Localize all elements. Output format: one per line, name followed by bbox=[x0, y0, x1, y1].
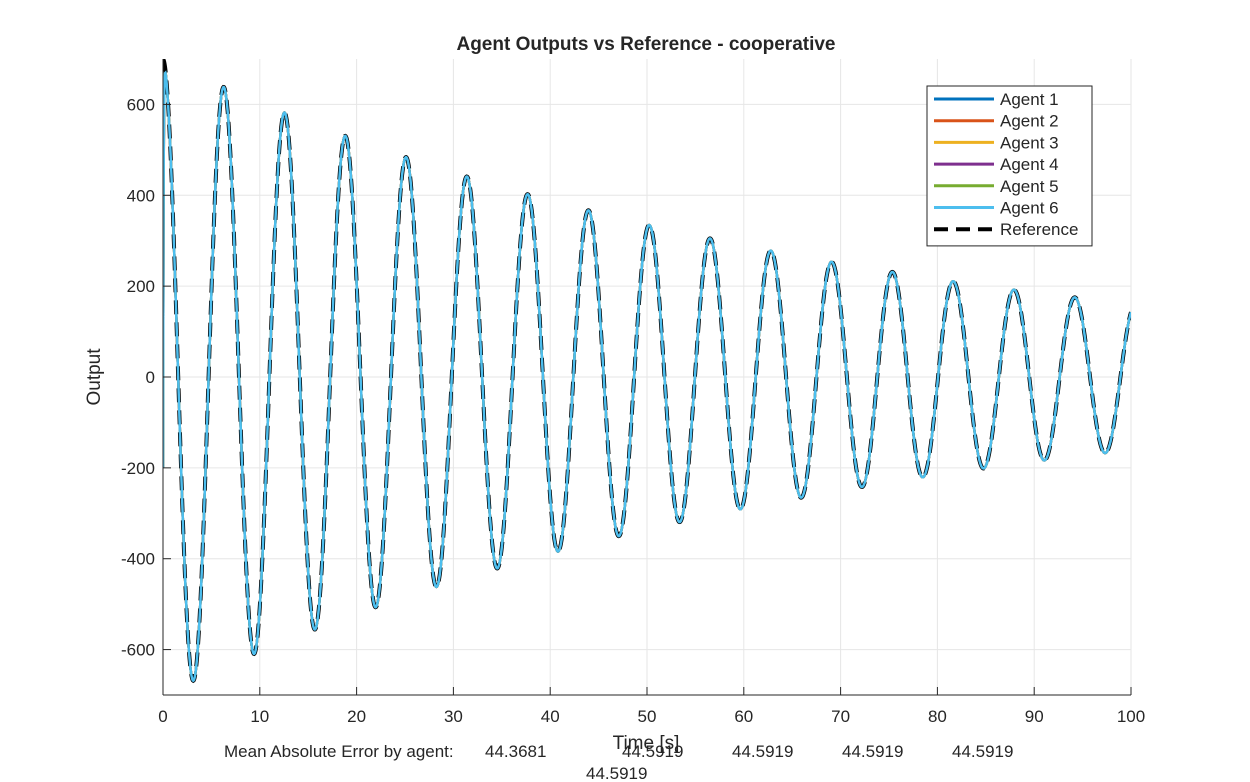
legend-label: Agent 2 bbox=[1000, 112, 1059, 131]
mae-prefix: Mean Absolute Error by agent: bbox=[224, 742, 454, 761]
legend-label: Agent 5 bbox=[1000, 177, 1059, 196]
series-agent-6 bbox=[163, 70, 1131, 683]
series-layer bbox=[163, 59, 1131, 684]
legend-label: Agent 4 bbox=[1000, 155, 1059, 174]
mae-value-agent-1: 44.3681 bbox=[485, 742, 546, 761]
mae-annotation: Mean Absolute Error by agent: 44.3681 44… bbox=[224, 742, 1013, 782]
x-tick-label: 60 bbox=[734, 707, 753, 726]
y-tick-label: -600 bbox=[121, 641, 155, 660]
legend-box bbox=[926, 85, 1093, 247]
x-tick-label: 0 bbox=[158, 707, 167, 726]
legend-label: Reference bbox=[1000, 220, 1078, 239]
x-tick-label: 100 bbox=[1117, 707, 1145, 726]
y-tick-label: -200 bbox=[121, 459, 155, 478]
legend-label: Agent 3 bbox=[1000, 133, 1059, 152]
y-tick-label: 200 bbox=[127, 277, 155, 296]
mae-value-agent-4: 44.5919 bbox=[842, 742, 903, 761]
y-tick-label: 400 bbox=[127, 186, 155, 205]
axes bbox=[162, 59, 1132, 696]
mae-value-agent-2: 44.5919 bbox=[622, 742, 683, 761]
legend-label: Agent 1 bbox=[1000, 90, 1059, 109]
mae-value-agent-5: 44.5919 bbox=[952, 742, 1013, 761]
legend-label: Agent 6 bbox=[1000, 199, 1059, 218]
y-tick-label: 600 bbox=[127, 95, 155, 114]
x-tick-label: 40 bbox=[541, 707, 560, 726]
x-axis-label: Time [s] bbox=[613, 733, 680, 754]
x-tick-label: 80 bbox=[928, 707, 947, 726]
y-axis-label: Output bbox=[84, 348, 105, 406]
mae-value-agent-6: 44.5919 bbox=[586, 764, 647, 782]
y-tick-label: 0 bbox=[146, 368, 155, 387]
x-tick-label: 30 bbox=[444, 707, 463, 726]
x-tick-label: 50 bbox=[638, 707, 657, 726]
x-tick-label: 90 bbox=[1025, 707, 1044, 726]
x-tick-label: 10 bbox=[250, 707, 269, 726]
x-tick-label: 70 bbox=[831, 707, 850, 726]
x-tick-label: 20 bbox=[347, 707, 366, 726]
y-tick-label: -400 bbox=[121, 550, 155, 569]
mae-value-agent-3: 44.5919 bbox=[732, 742, 793, 761]
tick-labels: 0 10 20 30 40 50 60 70 80 90 100 -600 -400 -200 0 200 40… bbox=[121, 95, 1145, 726]
chart-title: Agent Outputs vs Reference - cooperative bbox=[456, 34, 835, 55]
legend: Agent 1 Agent 2 Agent 3 Agent 4 Agent 5 Agent… bbox=[926, 85, 1093, 247]
